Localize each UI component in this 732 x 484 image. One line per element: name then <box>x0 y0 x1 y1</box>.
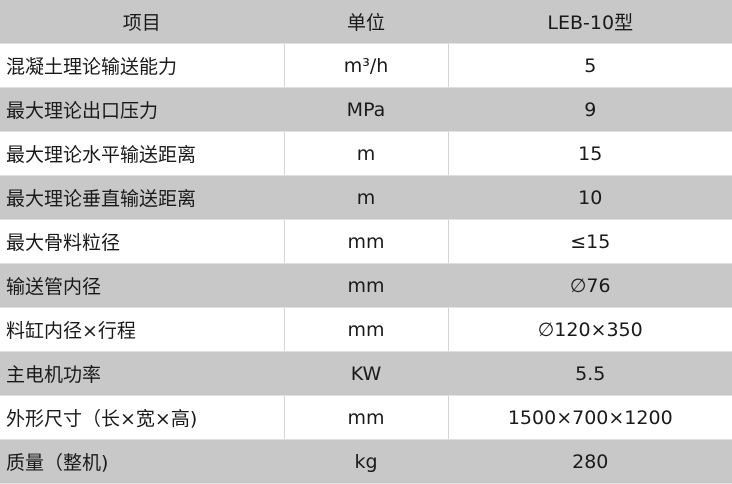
header-model: LEB-10型 <box>448 0 732 44</box>
table-row: 最大理论垂直输送距离 m 10 <box>0 175 732 220</box>
row-unit: mm <box>284 219 449 264</box>
table-row: 最大理论水平输送距离 m 15 <box>0 131 732 176</box>
row-unit: mm <box>284 307 449 352</box>
table-row: 外形尺寸（长×宽×高) mm 1500×700×1200 <box>0 395 732 440</box>
row-item: 外形尺寸（长×宽×高) <box>0 395 285 440</box>
row-unit: mm <box>284 263 449 308</box>
table-row: 质量（整机) kg 280 <box>0 439 732 484</box>
row-value: ∅120×350 <box>448 307 732 352</box>
table-row: 最大骨料粒径 mm ≤15 <box>0 219 732 264</box>
row-unit: m³/h <box>284 43 449 88</box>
row-value: ≤15 <box>448 219 732 264</box>
table-row: 主电机功率 KW 5.5 <box>0 351 732 396</box>
row-unit: mm <box>284 395 449 440</box>
row-item: 混凝土理论输送能力 <box>0 43 285 88</box>
table-row: 最大理论出口压力 MPa 9 <box>0 87 732 132</box>
row-value: 280 <box>448 439 732 484</box>
table-row: 混凝土理论输送能力 m³/h 5 <box>0 43 732 88</box>
row-unit: m <box>284 175 449 220</box>
row-item: 料缸内径×行程 <box>0 307 285 352</box>
row-value: 15 <box>448 131 732 176</box>
row-item: 主电机功率 <box>0 351 285 396</box>
row-value: 9 <box>448 87 732 132</box>
row-item: 最大理论垂直输送距离 <box>0 175 285 220</box>
row-unit: MPa <box>284 87 449 132</box>
row-item: 最大理论水平输送距离 <box>0 131 285 176</box>
row-unit: KW <box>284 351 449 396</box>
row-item: 输送管内径 <box>0 263 285 308</box>
header-row: 项目 单位 LEB-10型 <box>0 0 732 44</box>
row-value: 5 <box>448 43 732 88</box>
table-row: 料缸内径×行程 mm ∅120×350 <box>0 307 732 352</box>
row-value: 1500×700×1200 <box>448 395 732 440</box>
row-item: 最大骨料粒径 <box>0 219 285 264</box>
header-unit: 单位 <box>284 0 449 44</box>
row-unit: kg <box>284 439 449 484</box>
row-value: 5.5 <box>448 351 732 396</box>
row-value: ∅76 <box>448 263 732 308</box>
row-item: 最大理论出口压力 <box>0 87 285 132</box>
table-row: 输送管内径 mm ∅76 <box>0 263 732 308</box>
row-value: 10 <box>448 175 732 220</box>
header-item: 项目 <box>0 0 285 44</box>
row-unit: m <box>284 131 449 176</box>
row-item: 质量（整机) <box>0 439 285 484</box>
